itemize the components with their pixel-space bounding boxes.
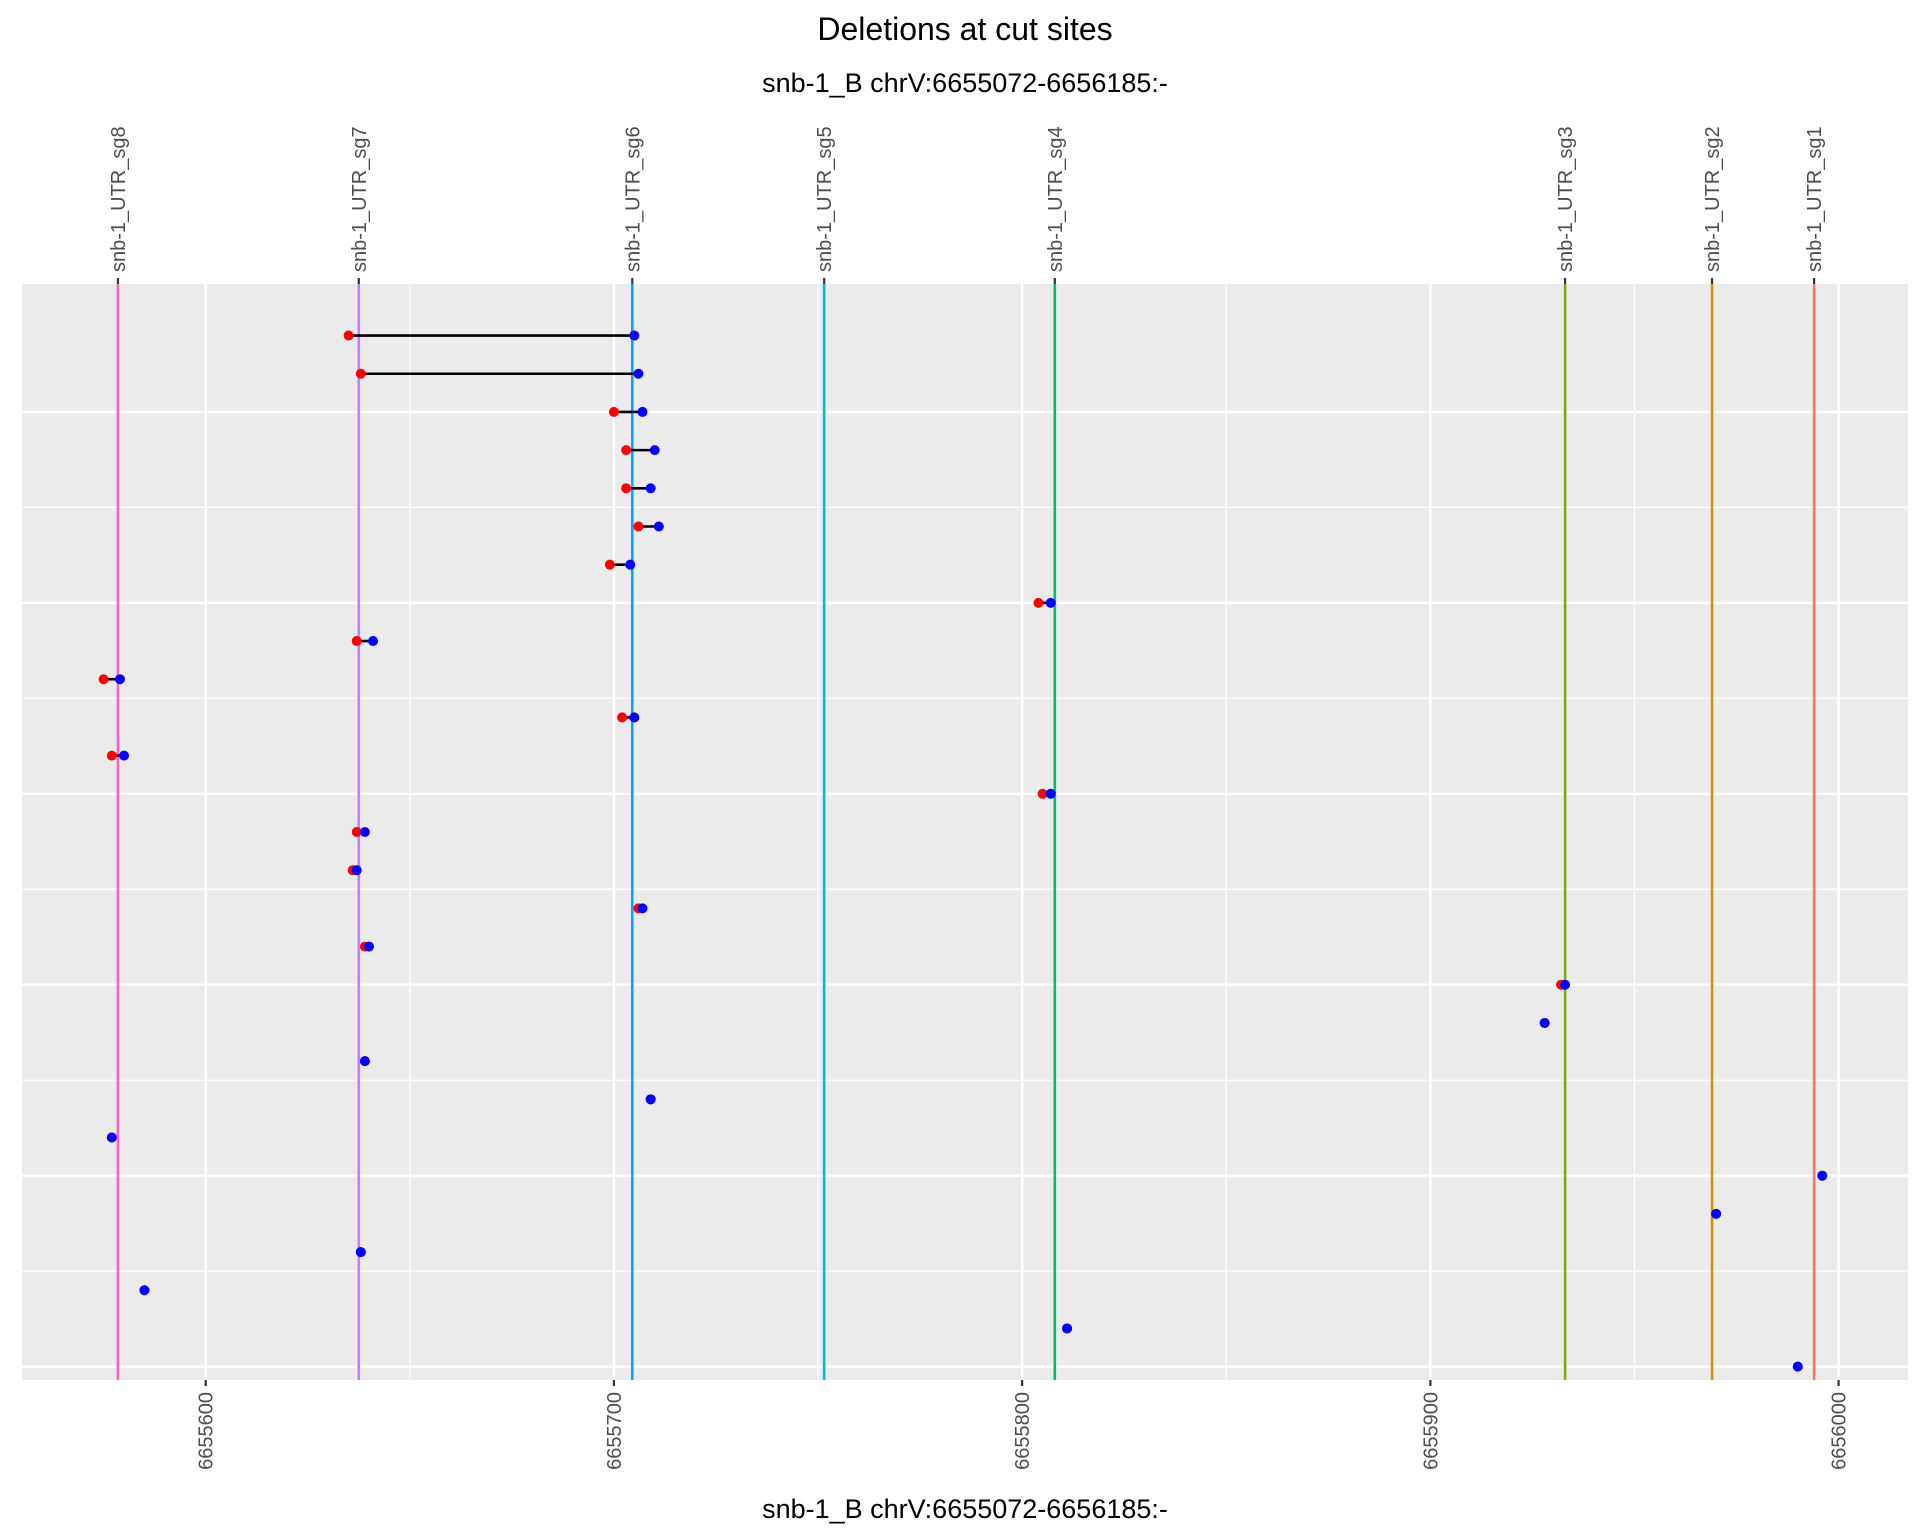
- deletion-end-point: [355, 1247, 366, 1258]
- cut-site-label: snb-1_UTR_sg3: [1555, 126, 1577, 272]
- deletion-end-point: [1711, 1208, 1722, 1219]
- x-tick-label: 6655600: [196, 1392, 218, 1470]
- deletion-end-point: [368, 636, 379, 647]
- deletion-start-point: [617, 712, 628, 723]
- deletion-start-point: [351, 636, 362, 647]
- deletion-end-point: [645, 483, 656, 494]
- deletion-end-point: [1817, 1170, 1828, 1181]
- deletion-end-point: [637, 406, 648, 417]
- x-axis: 6655600 6655700 6655800 6655900 6656000: [196, 1380, 1851, 1470]
- x-axis-label: snb-1_B chrV:6655072-6656185:-: [762, 1494, 1168, 1524]
- deletion-end-point: [649, 445, 660, 456]
- deletion-end-point: [1045, 788, 1056, 799]
- deletion-end-point: [359, 1056, 370, 1067]
- deletion-end-point: [637, 903, 648, 914]
- deletion-end-point: [351, 865, 362, 876]
- deletion-marks: [98, 330, 1828, 1372]
- deletion-start-point: [1033, 597, 1044, 608]
- deletion-start-point: [351, 827, 362, 837]
- cut-site-label: snb-1_UTR_sg6: [622, 126, 644, 272]
- deletion-end-point: [1062, 1323, 1073, 1334]
- deletion-end-point: [645, 1094, 656, 1105]
- deletion-start-point: [355, 368, 366, 379]
- deletion-start-point: [1037, 788, 1048, 799]
- x-tick-label: 6656000: [1829, 1392, 1851, 1470]
- deletion-end-point: [1560, 979, 1571, 990]
- deletion-end-point: [1539, 1017, 1550, 1028]
- deletion-start-point: [633, 521, 644, 532]
- chart-title: Deletions at cut sites: [817, 11, 1112, 47]
- deletion-end-point: [625, 559, 636, 570]
- deletion-start-point: [621, 483, 632, 494]
- deletion-end-point: [139, 1285, 150, 1296]
- cut-site-label: snb-1_UTR_sg5: [814, 126, 836, 272]
- deletion-end-point: [653, 521, 664, 532]
- deletion-start-point: [343, 330, 354, 341]
- cut-site-label: snb-1_UTR_sg7: [349, 126, 371, 272]
- deletion-end-point: [633, 368, 644, 379]
- grid-major: [22, 284, 1908, 1380]
- deletion-end-point: [119, 750, 130, 761]
- deletion-end-point: [1045, 597, 1056, 608]
- deletion-end-point: [106, 1132, 117, 1143]
- deletion-end-point: [359, 827, 370, 837]
- grid-minor: [22, 284, 1908, 1380]
- deletion-end-point: [363, 941, 374, 952]
- deletion-end-point: [114, 674, 125, 685]
- cut-site-label: snb-1_UTR_sg2: [1702, 126, 1724, 272]
- deletion-start-point: [98, 674, 109, 685]
- deletion-end-point: [629, 330, 640, 341]
- cut-site-label: snb-1_UTR_sg8: [108, 126, 130, 272]
- deletion-start-point: [608, 406, 619, 417]
- chart-subtitle: snb-1_B chrV:6655072-6656185:-: [762, 68, 1168, 98]
- deletion-start-point: [106, 750, 117, 761]
- deletion-start-point: [604, 559, 615, 570]
- cut-site-label: snb-1_UTR_sg1: [1804, 126, 1826, 272]
- plot-panel: [22, 284, 1908, 1380]
- x-tick-label: 6655800: [1012, 1392, 1034, 1470]
- cut-site-labels: snb-1_UTR_sg8 snb-1_UTR_sg7 snb-1_UTR_sg6 s…: [108, 126, 1826, 284]
- x-tick-label: 6655900: [1420, 1392, 1442, 1470]
- deletion-end-point: [1792, 1361, 1803, 1372]
- x-tick-label: 6655700: [604, 1392, 626, 1470]
- deletion-start-point: [621, 445, 632, 456]
- cut-site-label: snb-1_UTR_sg4: [1045, 126, 1067, 272]
- deletion-end-point: [629, 712, 640, 723]
